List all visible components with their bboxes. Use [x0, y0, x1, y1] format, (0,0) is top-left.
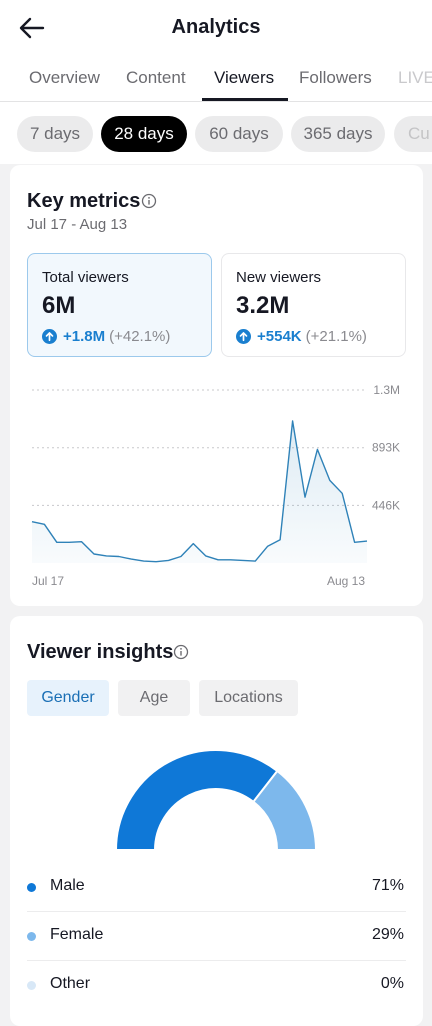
chart-series-line [31, 420, 368, 563]
tab-content[interactable]: Content [126, 68, 186, 87]
arrow-up-circle-icon [42, 329, 57, 344]
legend-label: Female [50, 926, 104, 943]
legend-row-male: Male 71% [10, 863, 423, 912]
arrow-left-icon [19, 17, 45, 39]
metric-delta: +1.8M (+42.1%) [42, 328, 170, 345]
page-title: Analytics [171, 16, 261, 38]
tab-live[interactable]: LIVE [398, 68, 432, 87]
back-button[interactable] [16, 12, 48, 44]
legend-value: 0% [380, 975, 404, 992]
key-metrics-card: Key metrics Jul 17 - Aug 13 Total viewer… [10, 165, 423, 606]
viewers-line-chart[interactable]: 1.3M 893K 446K Jul 17 Aug 13 [10, 370, 423, 590]
metric-value: 3.2M [236, 292, 290, 319]
delta-absolute: +1.8M [63, 328, 106, 345]
legend-value: 71% [371, 877, 404, 894]
legend-row-female: Female 29% [10, 912, 423, 961]
range-chip-7-days[interactable]: 7 days [17, 116, 93, 152]
metric-label: New viewers [236, 269, 322, 286]
metric-label: Total viewers [42, 269, 129, 286]
range-chip-custom[interactable]: Cu [394, 116, 432, 152]
metric-delta: +554K (+21.1%) [236, 328, 367, 345]
tab-viewers[interactable]: Viewers [214, 68, 275, 87]
gender-half-donut-chart[interactable] [106, 740, 326, 850]
legend-dot [27, 883, 36, 892]
divider [27, 911, 406, 912]
legend-row-other: Other 0% [10, 961, 423, 1010]
delta-percent: (+42.1%) [109, 328, 171, 345]
range-chip-365-days[interactable]: 365 days [291, 116, 385, 152]
arrow-up-circle-icon [236, 329, 251, 344]
info-icon[interactable] [173, 644, 189, 660]
top-bar: Analytics [0, 0, 432, 56]
donut-slice-male[interactable] [114, 749, 279, 850]
tab-overview[interactable]: Overview [29, 68, 100, 87]
range-chip-60-days[interactable]: 60 days [195, 116, 283, 152]
legend-label: Other [50, 975, 91, 992]
insight-segment-control: Gender Age Locations [10, 680, 423, 716]
total-viewers-card[interactable]: Total viewers 6M +1.8M (+42.1%) [27, 253, 212, 357]
active-tab-indicator [202, 98, 288, 101]
legend-dot [27, 932, 36, 941]
legend-label: Male [50, 877, 85, 894]
info-icon[interactable] [141, 193, 157, 209]
donut-slice-female[interactable] [251, 769, 318, 850]
new-viewers-card[interactable]: New viewers 3.2M +554K (+21.1%) [221, 253, 406, 357]
tab-followers[interactable]: Followers [299, 68, 372, 87]
viewer-insights-title: Viewer insights [27, 641, 174, 663]
segment-gender[interactable]: Gender [27, 680, 109, 716]
tab-bar: Overview Content Viewers Followers LIVE [0, 56, 432, 102]
viewer-insights-card: Viewer insights Gender Age Locations Mal… [10, 616, 423, 1026]
delta-absolute: +554K [257, 328, 302, 345]
x-tick-label: Aug 13 [327, 574, 365, 588]
legend-value: 29% [371, 926, 404, 943]
segment-locations[interactable]: Locations [199, 680, 298, 716]
segment-age[interactable]: Age [118, 680, 190, 716]
y-tick-label: 893K [372, 441, 400, 455]
date-range-selector: 7 days 28 days 60 days 365 days Cu [0, 102, 432, 164]
delta-percent: (+21.1%) [305, 328, 367, 345]
x-tick-label: Jul 17 [32, 574, 64, 588]
metric-value: 6M [42, 292, 76, 319]
y-tick-label: 1.3M [373, 383, 400, 397]
divider [27, 960, 406, 961]
y-tick-label: 446K [372, 498, 400, 512]
legend-dot [27, 981, 36, 990]
range-chip-28-days[interactable]: 28 days [101, 116, 187, 152]
chart-area-fill [32, 421, 367, 563]
date-range-label: Jul 17 - Aug 13 [27, 216, 128, 233]
key-metrics-title: Key metrics [27, 190, 141, 212]
